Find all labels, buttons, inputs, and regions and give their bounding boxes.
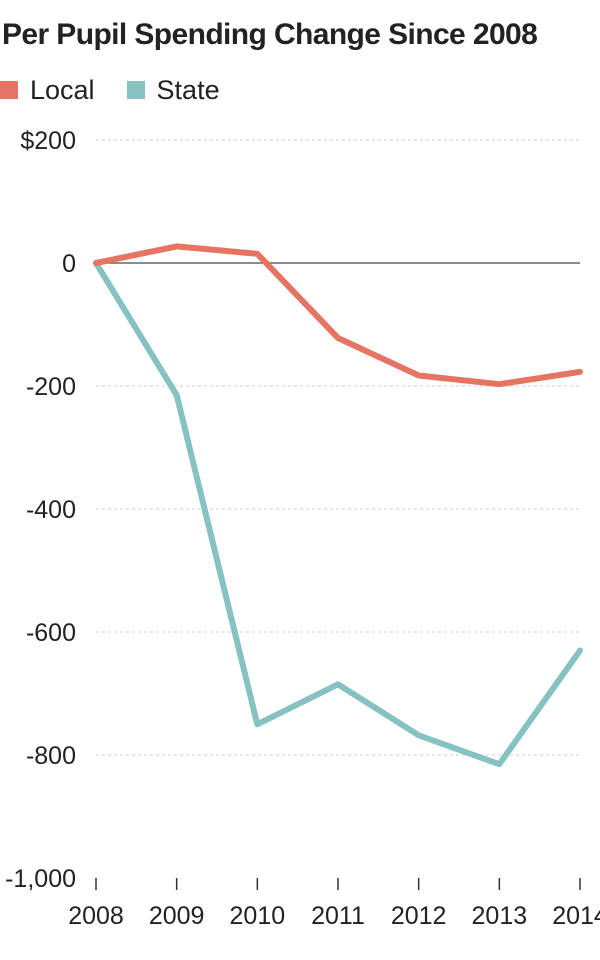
x-tick-label-4: 2012 [391,902,447,930]
data-point-local-2013 [496,381,502,387]
data-point-local-2011 [335,335,341,341]
legend-swatch-state [126,81,145,99]
chart-title: Per Pupil Spending Change Since 2008 [2,18,538,51]
data-point-local-2010 [254,251,260,257]
x-tick-label-5: 2013 [472,902,528,930]
x-tick-label-6: 2014 [552,902,600,930]
x-tick-label-1: 2009 [149,902,205,930]
data-point-state-2013 [496,761,502,767]
data-point-state-2014 [577,648,583,654]
data-point-local-2012 [416,373,422,379]
series-line-local [93,243,583,388]
y-tick-label-0: $200 [20,127,76,155]
legend: Local State [0,72,252,108]
y-tick-label-3: -400 [26,496,76,524]
data-point-state-2009 [174,392,180,398]
data-point-local-2014 [577,369,583,375]
y-tick-label-4: -600 [26,619,76,647]
y-tick-label-6: -1,000 [5,865,76,893]
data-point-state-2012 [416,732,422,738]
data-point-local-2008 [93,260,99,266]
x-tick-label-0: 2008 [68,902,124,930]
data-point-state-2011 [335,681,341,687]
data-point-local-2009 [174,243,180,249]
y-tick-label-2: -200 [26,373,76,401]
legend-label-local: Local [30,74,95,105]
legend-swatch-local [0,81,18,99]
legend-item-state: State [126,74,220,106]
data-point-state-2010 [254,721,260,727]
y-tick-label-5: -800 [26,742,76,770]
x-tick-label-3: 2011 [311,902,365,930]
legend-item-local: Local [0,75,95,106]
series-line-state [93,260,583,768]
legend-label-state: State [156,74,220,105]
x-tick-label-2: 2010 [230,902,286,930]
y-tick-label-1: 0 [62,250,76,278]
